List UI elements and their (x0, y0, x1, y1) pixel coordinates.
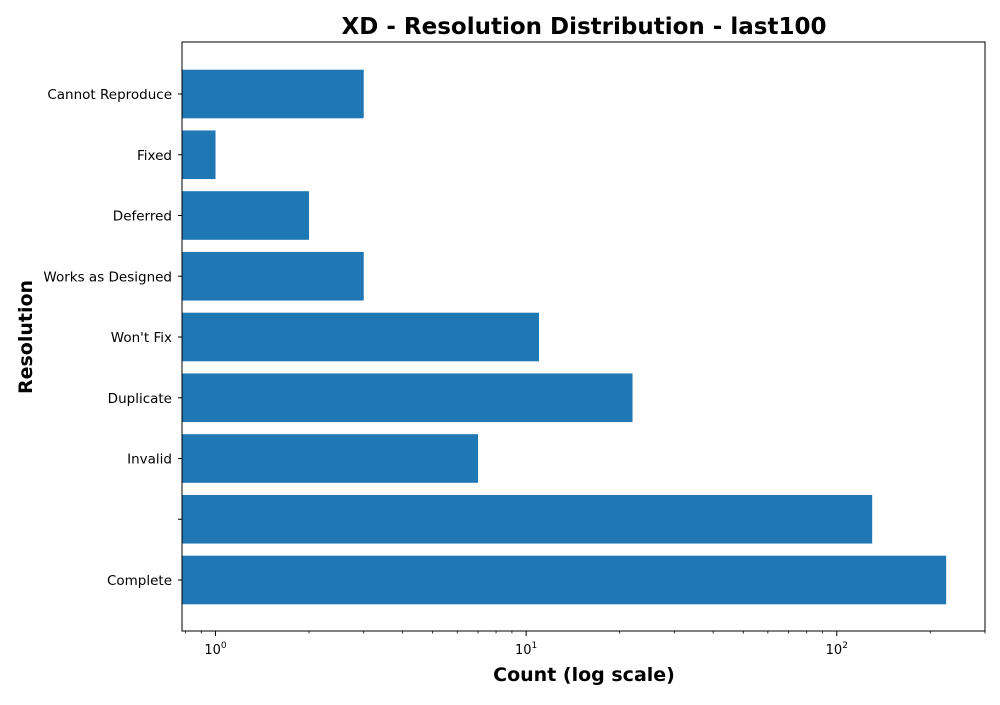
x-tick-base-1: 10 (515, 643, 532, 658)
x-tick-base-2: 10 (826, 643, 843, 658)
x-tick-exp-1: 1 (532, 641, 538, 651)
chart-title: XD - Resolution Distribution - last100 (342, 14, 827, 40)
y-axis-label: Resolution (15, 280, 37, 394)
y-tick-label-8: Cannot Reproduce (47, 87, 172, 103)
x-tick-label-1: 101 (515, 641, 537, 658)
bar-4 (182, 312, 540, 362)
bar-8 (182, 69, 364, 119)
bar-1 (182, 494, 873, 544)
x-tick-label-0: 100 (204, 641, 227, 658)
plot-frame (181, 41, 986, 632)
bar-5 (182, 251, 364, 301)
x-tick-label-2: 102 (826, 641, 848, 658)
y-tick-label-2: Invalid (127, 452, 172, 468)
y-tick-label-6: Deferred (113, 209, 172, 225)
bar-3 (182, 373, 633, 423)
ticks-layer: Complete Invalid Duplicate Won't Fix Works a… (43, 87, 986, 658)
bar-2 (182, 434, 479, 483)
y-tick-label-3: Duplicate (108, 391, 172, 407)
bar-0 (182, 555, 947, 605)
x-tick-base-0: 10 (204, 643, 221, 658)
y-tick-label-5: Works as Designed (43, 269, 172, 285)
bars-layer (182, 69, 947, 605)
x-tick-exp-0: 0 (221, 641, 227, 651)
x-axis-label: Count (log scale) (493, 664, 675, 686)
x-tick-exp-2: 2 (842, 641, 848, 651)
y-tick-label-7: Fixed (137, 148, 172, 164)
y-tick-label-4: Won't Fix (111, 330, 172, 346)
y-tick-label-0: Complete (107, 573, 172, 589)
bar-7 (182, 130, 216, 180)
bar-6 (182, 191, 310, 240)
